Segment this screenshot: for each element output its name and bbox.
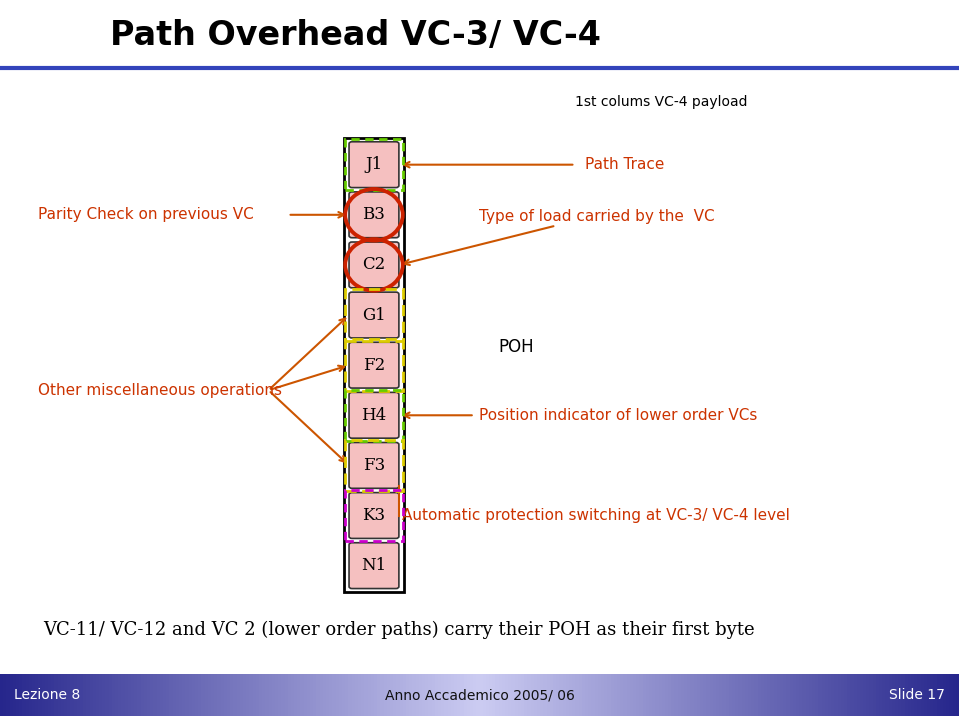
Text: B3: B3 <box>363 206 385 223</box>
Text: F2: F2 <box>363 357 385 374</box>
Text: Lezione 8: Lezione 8 <box>14 688 81 702</box>
Text: Path Overhead VC-3/ VC-4: Path Overhead VC-3/ VC-4 <box>110 19 601 52</box>
Text: Anno Accademico 2005/ 06: Anno Accademico 2005/ 06 <box>385 688 574 702</box>
Text: N1: N1 <box>361 557 387 574</box>
Bar <box>345 138 404 592</box>
Text: Other miscellaneous operations: Other miscellaneous operations <box>38 383 282 397</box>
Text: Automatic protection switching at VC-3/ VC-4 level: Automatic protection switching at VC-3/ … <box>402 508 790 523</box>
FancyBboxPatch shape <box>349 342 399 388</box>
Bar <box>346 289 403 341</box>
Text: C2: C2 <box>362 256 386 274</box>
Text: K3: K3 <box>363 507 386 524</box>
FancyBboxPatch shape <box>349 543 399 589</box>
Text: Type of load carried by the  VC: Type of load carried by the VC <box>479 209 715 223</box>
Text: H4: H4 <box>361 407 387 424</box>
Text: Path Trace: Path Trace <box>585 158 664 172</box>
Bar <box>346 139 403 190</box>
FancyBboxPatch shape <box>349 392 399 438</box>
FancyBboxPatch shape <box>349 493 399 538</box>
Text: F3: F3 <box>363 457 385 474</box>
Text: 1st colums VC-4 payload: 1st colums VC-4 payload <box>575 95 748 109</box>
Bar <box>346 390 403 441</box>
Text: G1: G1 <box>362 306 386 324</box>
FancyBboxPatch shape <box>349 292 399 338</box>
FancyBboxPatch shape <box>349 242 399 288</box>
FancyBboxPatch shape <box>349 442 399 488</box>
Text: Position indicator of lower order VCs: Position indicator of lower order VCs <box>479 408 757 422</box>
Text: J1: J1 <box>366 156 383 173</box>
Text: POH: POH <box>498 338 535 357</box>
FancyBboxPatch shape <box>349 192 399 238</box>
Text: Parity Check on previous VC: Parity Check on previous VC <box>38 208 254 222</box>
FancyBboxPatch shape <box>349 142 399 188</box>
Text: VC-11/ VC-12 and VC 2 (lower order paths) carry their POH as their first byte: VC-11/ VC-12 and VC 2 (lower order paths… <box>43 621 755 639</box>
Bar <box>346 490 403 541</box>
Bar <box>346 339 403 391</box>
Bar <box>346 440 403 491</box>
Text: Slide 17: Slide 17 <box>889 688 945 702</box>
